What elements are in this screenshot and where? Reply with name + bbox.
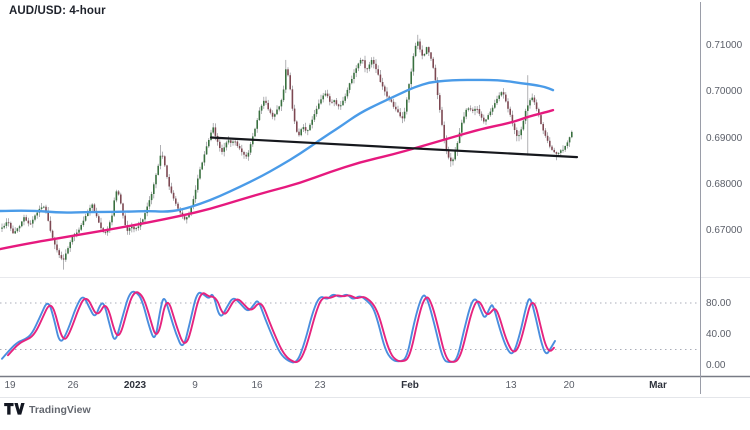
tradingview-logo-icon [4, 402, 25, 415]
stochastic-tick-label: 40.00 [706, 329, 732, 340]
sma-pink-line [0, 108, 555, 251]
time-tick-label: Feb [401, 380, 419, 391]
time-tick-label: Mar [649, 380, 667, 391]
candles-layer [1, 34, 573, 270]
time-tick-label: 13 [505, 380, 517, 391]
price-tick-label: 0.67000 [706, 225, 743, 236]
time-tick-label: 9 [192, 380, 198, 391]
price-tick-label: 0.71000 [706, 40, 743, 51]
time-tick-label: 23 [314, 380, 326, 391]
stochastic-tick-label: 0.00 [706, 360, 726, 371]
tradingview-watermark[interactable]: TradingView [4, 402, 91, 417]
price-tick-label: 0.68000 [706, 179, 743, 190]
time-tick-label: 2023 [123, 380, 147, 391]
stochastic-k-line [1, 290, 556, 364]
stochastic-d-line [7, 291, 555, 364]
time-tick-label: 20 [563, 380, 575, 391]
brand-name: TradingView [29, 403, 91, 416]
page-title: AUD/USD: 4-hour [9, 5, 106, 17]
stochastic-tick-label: 80.00 [706, 298, 732, 309]
price-tick-label: 0.69000 [706, 133, 743, 144]
time-tick-label: 19 [4, 380, 16, 391]
trendline[interactable] [209, 136, 579, 159]
sma-blue-line [0, 78, 555, 214]
price-tick-label: 0.70000 [706, 86, 743, 97]
time-tick-label: 26 [67, 380, 79, 391]
time-tick-label: 16 [251, 380, 263, 391]
